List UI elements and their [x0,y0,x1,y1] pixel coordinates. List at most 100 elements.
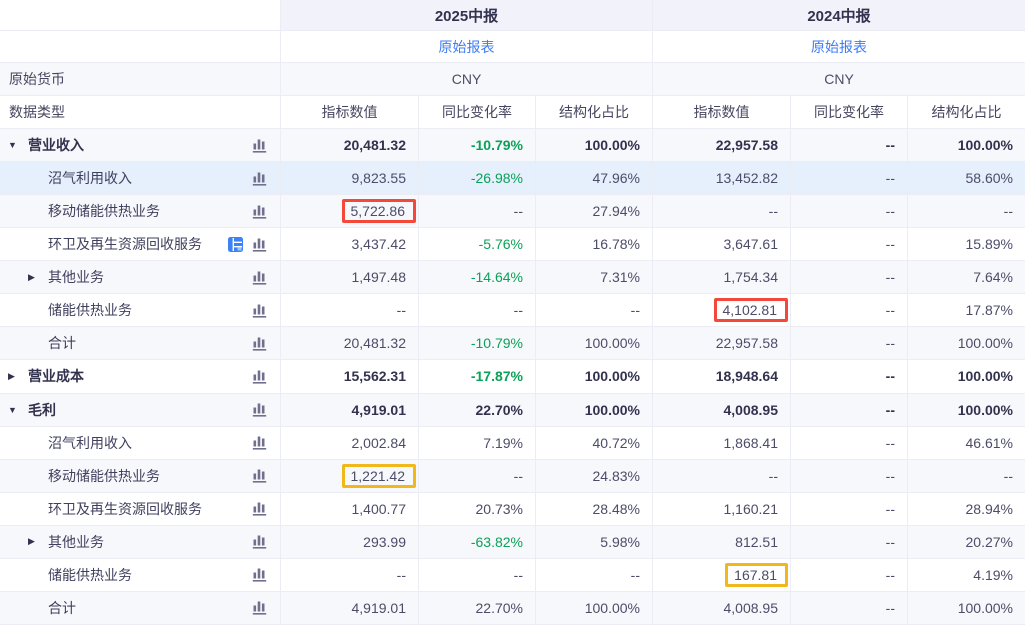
value-cell: -- [791,294,908,327]
row-label: 环卫及再生资源回收服务 [48,236,202,253]
value-cell: 15,562.31 [281,360,419,393]
value-text: -- [885,566,895,583]
value-text: 100.00% [584,368,640,385]
col-header-yoy-2024: 同比变化率 [791,96,908,128]
row-label: 营业成本 [28,368,84,385]
value-cell: -- [281,294,419,327]
table-row: ▶ 其他业务 1,497.48 -14.64% 7.31% 1,754.34 -- 7.64% [0,261,1025,295]
bar-chart-icon[interactable] [252,204,267,219]
value-cell: -- [791,426,908,459]
value-cell: -- [791,162,908,195]
original-report-link-2024[interactable]: 原始报表 [811,38,867,55]
bar-chart-icon[interactable] [252,468,267,483]
row-label: 毛利 [28,401,56,418]
table-row: ▶ 其他业务 293.99 -63.82% 5.98% 812.51 -- 20.27% [0,525,1025,559]
row-label: 储能供热业务 [48,302,132,319]
value-text: 812.51 [735,533,778,550]
value-cell: -- [281,558,419,591]
period-header-empty-cell [0,0,281,30]
value-cell: 1,400.77 [281,492,419,525]
value-cell: 1,160.21 [653,492,791,525]
value-cell: 22.70% [419,393,536,426]
chevron-right-icon[interactable]: ▶ [28,536,35,547]
value-text: -- [885,236,895,253]
value-cell: -- [791,129,908,162]
table-row: 环卫及再生资源回收服务 1,400.77 20.73% 28.48% 1,160.21 -… [0,492,1025,526]
table-row: ▶ 营业成本 15,562.31 -17.87% 100.00% 18,948.64 -- 1… [0,360,1025,394]
bar-chart-icon[interactable] [252,171,267,186]
table-grid-icon[interactable] [228,236,243,252]
bar-chart-icon[interactable] [252,534,267,549]
value-cell: 20,481.32 [281,327,419,360]
bar-chart-icon[interactable] [252,435,267,450]
chevron-right-icon[interactable]: ▶ [8,370,15,381]
original-report-link-2025[interactable]: 原始报表 [438,38,495,55]
bar-chart-icon[interactable] [252,567,267,582]
bar-chart-icon[interactable] [252,303,267,318]
bar-chart-icon[interactable] [252,369,267,384]
value-cell: 5.98% [536,525,653,558]
value-cell: -63.82% [419,525,536,558]
bar-chart-icon[interactable] [252,336,267,351]
value-cell: -- [791,261,908,294]
bar-chart-icon[interactable] [252,237,267,252]
value-cell: -- [419,195,536,228]
value-text: -- [630,302,640,319]
value-cell: 20,481.32 [281,129,419,162]
bar-chart-icon[interactable] [252,600,267,616]
col-header-value-2024: 指标数值 [653,96,791,128]
value-text: 20.73% [475,500,523,517]
row-label-cell: 合计 [0,327,281,360]
value-text: -- [1003,203,1013,220]
value-cell: -- [653,195,791,228]
value-text: -- [885,170,895,187]
value-cell: 100.00% [908,592,1025,624]
value-text: 3,437.42 [351,236,407,253]
value-cell: 2,002.84 [281,426,419,459]
value-cell: 40.72% [536,426,653,459]
currency-row: 原始货币 CNY CNY [0,63,1025,96]
period-header-2024: 2024中报 [653,0,1025,30]
value-cell: 100.00% [536,327,653,360]
value-cell: 100.00% [908,129,1025,161]
chevron-down-icon[interactable]: ▼ [8,140,17,151]
value-cell: 20.27% [908,526,1025,558]
value-cell: 16.78% [536,228,653,261]
value-text: 1,400.77 [351,500,407,517]
value-text: 22,957.58 [715,335,778,352]
value-text: -26.98% [470,170,523,187]
value-cell: 4,919.01 [281,591,419,624]
value-cell: 4,919.01 [281,393,419,426]
value-cell: -- [653,459,791,492]
value-text: -- [885,203,895,220]
value-text: -5.76% [478,236,523,253]
row-label-cell: 环卫及再生资源回收服务 [0,492,281,525]
col-header-ratio-2025: 结构化占比 [536,96,653,128]
highlight-box-yellow: 167.81 [725,562,788,587]
value-cell: -- [908,460,1025,492]
value-cell: 100.00% [908,327,1025,359]
value-text: 18,948.64 [715,368,778,385]
value-text: 47.96% [592,170,640,187]
value-text: 100.00% [957,599,1013,616]
value-text: -- [885,434,895,451]
value-text: -- [885,467,895,484]
value-cell: 22.70% [419,591,536,624]
value-text: 293.99 [363,533,406,550]
value-cell: -- [536,558,653,591]
bar-chart-icon[interactable] [252,501,267,516]
row-label-cell: ▼ 毛利 [0,393,281,426]
value-cell: 18,948.64 [653,360,791,393]
chevron-right-icon[interactable]: ▶ [28,271,35,282]
value-cell: -- [419,294,536,327]
chevron-down-icon[interactable]: ▼ [8,404,17,415]
value-cell: 7.31% [536,261,653,294]
bar-chart-icon[interactable] [252,270,267,285]
value-text: 20,481.32 [343,137,406,154]
value-cell: 1,221.42 [281,459,419,492]
bar-chart-icon[interactable] [252,138,267,153]
bar-chart-icon[interactable] [252,402,267,417]
value-text: 16.78% [592,236,640,253]
value-cell: 4,102.81 [653,294,791,327]
row-label: 营业收入 [28,137,84,154]
